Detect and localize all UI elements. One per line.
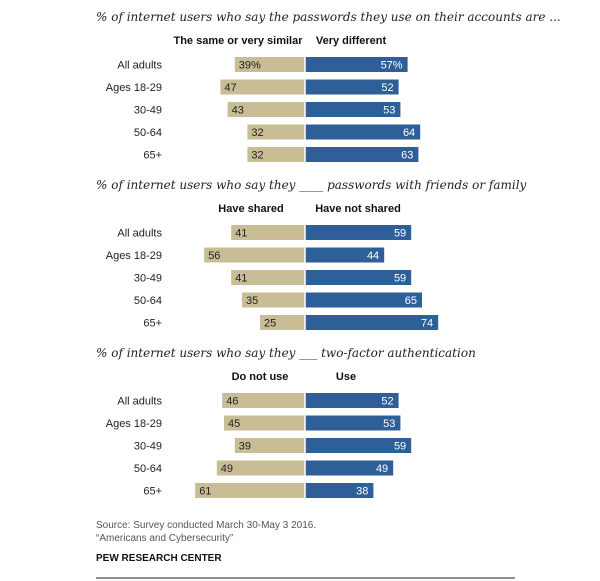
right-column-header: Use bbox=[336, 371, 356, 383]
chart-panel-3: % of internet users who say they ___ two… bbox=[96, 346, 476, 500]
bar-left-value: 47 bbox=[224, 82, 236, 94]
bar-right bbox=[305, 57, 408, 72]
bar-right-value: 53 bbox=[383, 105, 395, 117]
bar-left bbox=[247, 124, 305, 140]
bar-right bbox=[305, 102, 401, 117]
bar-left-value: 41 bbox=[235, 273, 247, 285]
bar-left bbox=[227, 102, 305, 117]
bar-left-value: 25 bbox=[264, 318, 276, 330]
bar-right-value: 52 bbox=[381, 396, 393, 408]
bar-right-value: 38 bbox=[356, 486, 368, 498]
bar-left-value: 46 bbox=[226, 396, 238, 408]
chart-panel-1: % of internet users who say the password… bbox=[96, 10, 561, 164]
bar-left-value: 39 bbox=[239, 441, 251, 453]
bar-left-value: 32 bbox=[251, 150, 263, 162]
chart-title: % of internet users who say they ___ two… bbox=[96, 346, 476, 360]
bar-right-value: 59 bbox=[394, 441, 406, 453]
row-label: 30-49 bbox=[134, 105, 162, 117]
left-column-header: Have shared bbox=[218, 203, 283, 215]
row-label: 30-49 bbox=[134, 273, 162, 285]
bar-left-value: 35 bbox=[246, 295, 258, 307]
bar-right bbox=[305, 270, 412, 285]
bar-left-value: 41 bbox=[235, 228, 247, 240]
row-label: Ages 18-29 bbox=[106, 418, 162, 430]
bar-right bbox=[305, 415, 401, 431]
bar-left-value: 39% bbox=[239, 60, 261, 72]
bar-left bbox=[216, 460, 305, 476]
bar-right-value: 59 bbox=[394, 273, 406, 285]
bar-right bbox=[305, 147, 419, 162]
row-label: 65+ bbox=[143, 150, 162, 162]
pew-research-center-label: PEW RESEARCH CENTER bbox=[96, 553, 222, 564]
bar-left-value: 45 bbox=[228, 418, 240, 430]
bar-left bbox=[224, 415, 305, 431]
bar-right-value: 49 bbox=[376, 463, 388, 475]
bar-right bbox=[305, 79, 399, 95]
bar-left bbox=[242, 292, 305, 308]
bar-left bbox=[247, 147, 305, 162]
bar-right bbox=[305, 483, 374, 498]
bar-left bbox=[195, 483, 305, 498]
bar-left bbox=[234, 438, 305, 453]
source-line-1: Source: Survey conducted March 30-May 3 … bbox=[96, 520, 316, 531]
bar-left-value: 49 bbox=[221, 463, 233, 475]
bar-left bbox=[220, 79, 305, 95]
chart-title: % of internet users who say the password… bbox=[96, 10, 561, 24]
bar-right bbox=[305, 247, 385, 263]
bar-left bbox=[204, 247, 305, 263]
bar-right bbox=[305, 315, 439, 330]
bar-right-value: 52 bbox=[381, 82, 393, 94]
row-label: 50-64 bbox=[134, 463, 162, 475]
row-label: All adults bbox=[117, 60, 162, 72]
right-column-header: Have not shared bbox=[315, 203, 401, 215]
bar-right bbox=[305, 438, 412, 453]
bar-left bbox=[231, 270, 305, 285]
bar-right-value: 53 bbox=[383, 418, 395, 430]
bar-right bbox=[305, 124, 421, 140]
row-label: All adults bbox=[117, 396, 162, 408]
row-label: Ages 18-29 bbox=[106, 82, 162, 94]
bar-right bbox=[305, 393, 399, 408]
bar-left-value: 32 bbox=[251, 127, 263, 139]
bar-left bbox=[222, 393, 305, 408]
bar-right bbox=[305, 225, 412, 240]
bar-right-value: 65 bbox=[405, 295, 417, 307]
row-label: 30-49 bbox=[134, 441, 162, 453]
row-label: 65+ bbox=[143, 486, 162, 498]
row-label: 50-64 bbox=[134, 295, 162, 307]
chart-panels: % of internet users who say the password… bbox=[96, 10, 561, 500]
right-column-header: Very different bbox=[316, 35, 387, 47]
bar-right-value: 44 bbox=[367, 250, 379, 262]
bar-right-value: 74 bbox=[421, 318, 433, 330]
chart-panel-2: % of internet users who say they ____ pa… bbox=[96, 178, 527, 332]
bar-left-value: 43 bbox=[232, 105, 244, 117]
bar-left bbox=[260, 315, 305, 330]
bar-right bbox=[305, 292, 422, 308]
bar-left-value: 61 bbox=[199, 486, 211, 498]
bar-right-value: 64 bbox=[403, 127, 415, 139]
bar-left-value: 56 bbox=[208, 250, 220, 262]
bar-right bbox=[305, 460, 394, 476]
bar-right-value: 57% bbox=[381, 60, 403, 72]
row-label: 50-64 bbox=[134, 127, 162, 139]
row-label: 65+ bbox=[143, 318, 162, 330]
left-column-header: Do not use bbox=[232, 371, 289, 383]
bar-right-value: 59 bbox=[394, 228, 406, 240]
source-line-2: “Americans and Cybersecurity” bbox=[96, 533, 233, 544]
chart-title: % of internet users who say they ____ pa… bbox=[96, 178, 527, 192]
left-column-header: The same or very similar bbox=[173, 35, 303, 47]
bar-right-value: 63 bbox=[401, 150, 413, 162]
bar-left bbox=[231, 225, 305, 240]
row-label: All adults bbox=[117, 228, 162, 240]
row-label: Ages 18-29 bbox=[106, 250, 162, 262]
bar-left bbox=[234, 57, 305, 72]
